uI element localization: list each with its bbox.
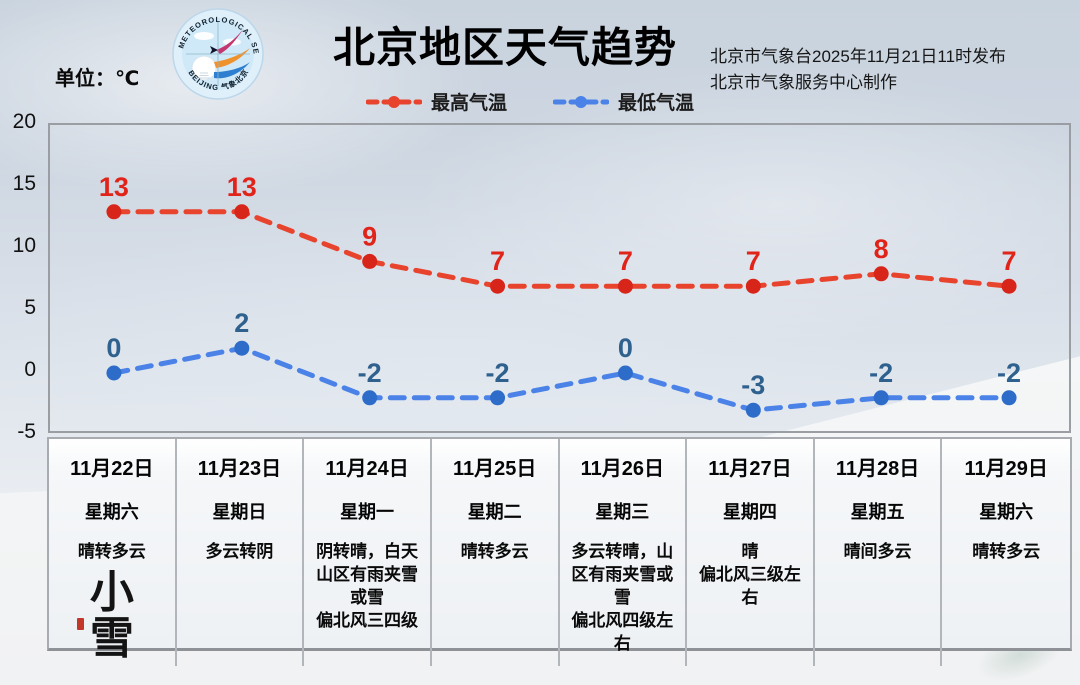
legend-item-high-temp: 最高气温 (365, 88, 507, 115)
temperature-line-chart: 13 13 9 7 7 7 8 7 0 2 -2 -2 0 -3 -2 -2 (48, 123, 1071, 433)
data-point-marker (106, 365, 122, 381)
data-point-marker (362, 253, 378, 269)
forecast-weekday: 星期五 (850, 502, 905, 522)
chart-legend: 最高气温 最低气温 (300, 88, 760, 115)
y-axis-tick-label: 5 (24, 296, 36, 319)
issue-line-1: 北京市气象台2025年11月21日11时发布 (710, 47, 1007, 66)
y-axis-tick-label: -5 (17, 420, 36, 443)
forecast-day-cell-8: 11月29日 星期六晴转多云 (942, 439, 1070, 666)
data-point-marker (1001, 278, 1017, 294)
forecast-weekday: 星期六 (979, 502, 1034, 522)
page-title: 北京地区天气趋势 (332, 24, 677, 71)
y-axis-tick-label: 15 (12, 172, 36, 195)
legend-line-sample-icon (365, 95, 422, 108)
forecast-weekday: 星期二 (467, 502, 522, 522)
forecast-table: 11月22日 星期六 晴转多云小 雪 11月23日 星期日 多云转阴 11月24日 星期一 阴转… (47, 437, 1072, 667)
data-point-marker (490, 278, 506, 294)
data-point-label: 7 (746, 246, 761, 276)
forecast-weekday: 星期日 (212, 502, 267, 522)
forecast-date: 11月27日 (708, 458, 792, 480)
calligraphy-seal-icon (76, 617, 84, 630)
forecast-day-cell-5: 11月26日 星期三多云转晴，山区有雨夹雪或雪 偏北风四级左右 (560, 439, 688, 667)
forecast-day-cell-3: 11月24日 星期一阴转晴，白天山区有雨夹雪或雪 偏北风三四级 (304, 439, 432, 667)
data-point-label: 7 (490, 246, 505, 276)
forecast-weather-text: 晴转多云 (77, 542, 146, 561)
forecast-date: 11月22日 (70, 458, 154, 480)
data-point-label: 2 (234, 308, 249, 338)
forecast-weather-text: 晴转多云 (460, 542, 529, 561)
forecast-date: 11月24日 (325, 458, 409, 480)
forecast-date: 11月23日 (197, 458, 282, 480)
data-point-marker (745, 402, 761, 418)
forecast-weekday: 星期四 (722, 502, 777, 522)
data-point-label: 9 (362, 221, 377, 251)
data-point-label: -2 (997, 358, 1021, 388)
legend-label: 最低气温 (618, 93, 695, 114)
low-temp-line (111, 345, 1012, 413)
forecast-day-cell-6: 11月27日 星期四晴 偏北风三级左右 (687, 439, 815, 667)
forecast-weekday: 星期一 (340, 502, 395, 522)
y-axis: 20 15 10 5 0 -5 (0, 110, 40, 443)
data-point-marker (362, 390, 378, 406)
data-point-marker (873, 266, 889, 282)
data-point-marker (873, 390, 889, 406)
forecast-day-cell-1: 11月22日 星期六晴转多云小 雪 (49, 439, 177, 667)
unit-label: 单位：℃ (55, 68, 140, 90)
y-axis-tick-label: 10 (12, 234, 36, 257)
forecast-weekday: 星期三 (595, 502, 650, 522)
solar-term-calligraphy: 小 雪 (76, 569, 134, 662)
data-point-marker (617, 278, 633, 294)
forecast-weather-text: 多云转晴，山区有雨夹雪或雪 偏北风四级左右 (571, 542, 674, 653)
data-point-label: -2 (869, 358, 893, 388)
data-point-label: -2 (486, 358, 510, 388)
data-point-marker (617, 365, 633, 381)
issue-info: 北京市气象台2025年11月21日11时发布 北京市气象服务中心制作 (710, 44, 1080, 95)
data-point-label: 7 (618, 246, 633, 276)
y-axis-tick-label: 20 (12, 110, 36, 133)
high-temp-line (111, 209, 1012, 289)
issue-line-2: 北京市气象服务中心制作 (710, 72, 897, 92)
data-point-label: 8 (874, 234, 889, 264)
data-point-label: -2 (358, 358, 382, 388)
legend-item-low-temp: 最低气温 (553, 88, 694, 115)
legend-label: 最高气温 (430, 93, 507, 114)
forecast-weather-text: 晴转多云 (972, 542, 1041, 561)
data-point-marker (745, 278, 761, 294)
forecast-weekday: 星期六 (84, 502, 139, 522)
forecast-weather-text: 晴 偏北风三级左右 (698, 542, 801, 607)
forecast-weather-text: 晴间多云 (843, 542, 912, 561)
data-point-label: 13 (99, 172, 129, 202)
forecast-weather-text: 多云转阴 (205, 542, 274, 561)
legend-line-sample-icon (553, 95, 609, 108)
data-point-marker (234, 340, 250, 356)
forecast-date: 11月28日 (835, 458, 920, 480)
forecast-day-cell-2: 11月23日 星期日多云转阴 (177, 439, 305, 667)
data-point-marker (234, 204, 250, 220)
data-point-marker (106, 204, 122, 220)
forecast-date: 11月26日 (580, 458, 664, 480)
data-point-marker (1001, 390, 1017, 406)
data-point-label: 0 (618, 333, 633, 363)
data-point-label: 0 (106, 333, 121, 363)
forecast-date: 11月29日 (964, 458, 1048, 480)
y-axis-tick-label: 0 (24, 358, 36, 381)
beijing-meteorological-service-logo-icon: METEOROLOGICAL SERVICE BEIJING 气象北京 (167, 0, 266, 102)
data-point-label: -3 (741, 370, 765, 400)
forecast-day-cell-4: 11月25日 星期二晴转多云 (432, 439, 560, 667)
data-point-label: 7 (1002, 246, 1017, 276)
forecast-day-cell-7: 11月28日 星期五晴间多云 (815, 439, 943, 667)
forecast-weather-text: 阴转晴，白天山区有雨夹雪或雪 偏北风三四级 (316, 542, 419, 630)
data-point-label: 13 (227, 172, 257, 202)
forecast-date: 11月25日 (452, 458, 537, 480)
data-point-marker (490, 390, 506, 406)
